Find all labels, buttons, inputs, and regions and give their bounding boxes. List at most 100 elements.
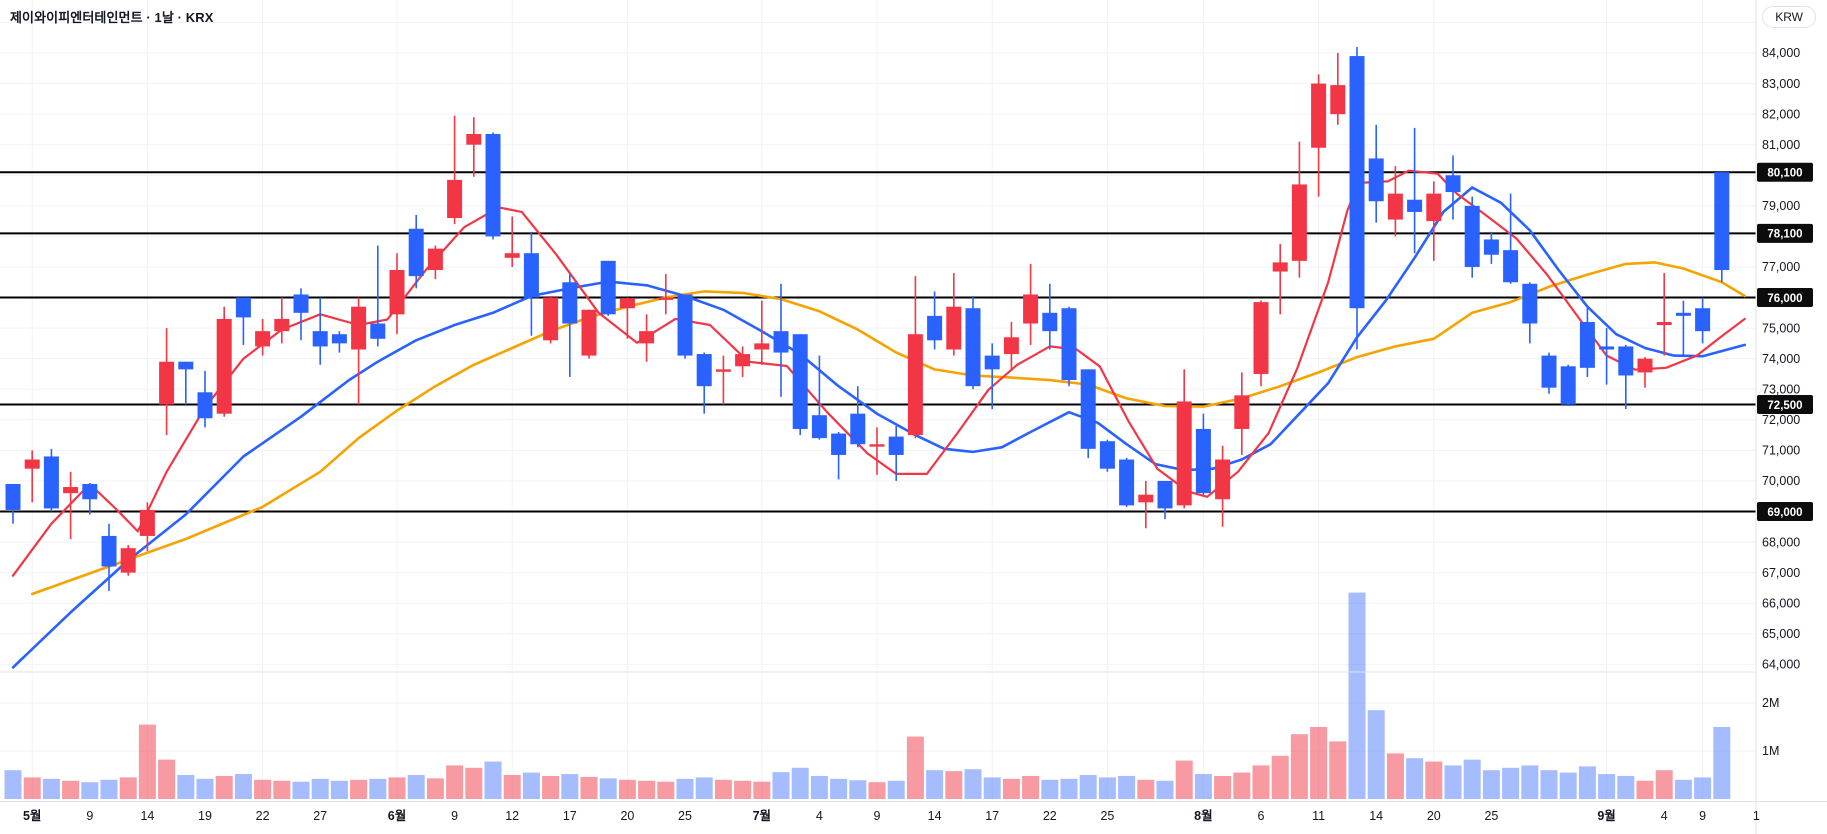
svg-text:77,000: 77,000 — [1762, 260, 1800, 274]
svg-text:68,000: 68,000 — [1762, 535, 1800, 549]
svg-text:6월: 6월 — [388, 808, 406, 823]
candle — [1119, 459, 1135, 506]
svg-text:65,000: 65,000 — [1762, 627, 1800, 641]
svg-text:73,000: 73,000 — [1762, 382, 1800, 396]
volume-series — [4, 592, 1731, 799]
currency-button[interactable]: KRW — [1762, 6, 1816, 28]
symbol-legend[interactable]: 제이와이피엔터테인먼트 · 1날 · KRX — [10, 7, 214, 26]
candle — [1023, 294, 1039, 324]
svg-text:4: 4 — [1661, 809, 1668, 823]
candle — [1061, 308, 1077, 381]
candle — [1234, 395, 1250, 429]
candle — [562, 282, 578, 324]
svg-text:71,000: 71,000 — [1762, 444, 1800, 458]
svg-text:75,000: 75,000 — [1762, 321, 1800, 335]
candle — [1714, 172, 1730, 271]
candle — [677, 294, 693, 356]
candle — [1387, 193, 1403, 220]
candle — [984, 355, 1000, 370]
svg-text:25: 25 — [678, 809, 692, 823]
svg-text:17: 17 — [985, 809, 999, 823]
candle — [754, 343, 770, 350]
svg-text:20: 20 — [1427, 809, 1441, 823]
candle — [101, 535, 117, 567]
candle — [696, 354, 712, 387]
candle — [1522, 283, 1538, 324]
svg-text:84,000: 84,000 — [1762, 46, 1800, 60]
svg-text:82,000: 82,000 — [1762, 107, 1800, 121]
svg-text:1M: 1M — [1762, 744, 1779, 758]
candle — [600, 260, 616, 315]
candle — [1426, 193, 1442, 222]
candle — [197, 392, 213, 419]
time-axis[interactable]: 5월 9 14 19 22 27 6월 9 12 17 20 25 7월 4 9 14 17 22 25 8월 6 11 1… — [23, 808, 1760, 823]
candle — [504, 253, 520, 258]
svg-text:22: 22 — [256, 809, 270, 823]
ma-fast-line — [11, 169, 1746, 577]
candle — [811, 415, 827, 439]
candlestick-series — [5, 46, 1730, 591]
ma-mid-line — [11, 186, 1747, 669]
svg-text:1: 1 — [1753, 809, 1760, 823]
svg-text:2M: 2M — [1762, 696, 1779, 710]
candle — [178, 361, 194, 370]
svg-text:12: 12 — [505, 809, 519, 823]
candle — [1195, 428, 1211, 494]
svg-text:11: 11 — [1312, 809, 1325, 823]
svg-text:20: 20 — [620, 809, 634, 823]
svg-text:72,000: 72,000 — [1762, 413, 1800, 427]
candle — [1080, 369, 1096, 449]
candle — [5, 483, 21, 510]
svg-text:67,000: 67,000 — [1762, 566, 1800, 580]
candle — [82, 483, 98, 500]
candle — [639, 331, 655, 344]
candle — [331, 334, 347, 344]
candle — [773, 331, 789, 353]
svg-text:69,000: 69,000 — [1767, 507, 1802, 519]
candle — [1637, 358, 1653, 373]
price-level-labels: 80,100 78,100 76,000 72,500 69,000 — [1757, 162, 1813, 521]
svg-text:22: 22 — [1043, 809, 1057, 823]
candle — [850, 413, 866, 445]
candle — [792, 334, 808, 429]
candle — [1042, 312, 1058, 332]
svg-text:14: 14 — [928, 809, 942, 823]
svg-text:81,000: 81,000 — [1762, 138, 1800, 152]
ma-slow-line — [30, 261, 1747, 596]
candle — [581, 309, 597, 356]
candle — [1618, 346, 1634, 376]
candle — [312, 331, 328, 347]
candle — [466, 133, 482, 145]
svg-text:78,100: 78,100 — [1767, 229, 1802, 241]
candle — [1503, 250, 1519, 283]
candle — [1675, 312, 1691, 316]
candle — [1368, 158, 1384, 202]
grid — [0, 0, 1756, 800]
svg-text:83,000: 83,000 — [1762, 77, 1800, 91]
svg-text:76,000: 76,000 — [1767, 293, 1802, 305]
candle — [1579, 321, 1595, 368]
svg-text:6: 6 — [1258, 809, 1265, 823]
candle — [159, 361, 175, 405]
candle — [1349, 56, 1365, 309]
candle — [543, 297, 559, 341]
svg-text:79,000: 79,000 — [1762, 199, 1800, 213]
candle — [235, 297, 251, 318]
candle — [255, 331, 271, 347]
candle — [293, 294, 309, 313]
candle — [1099, 441, 1115, 469]
candle — [370, 323, 386, 339]
svg-text:14: 14 — [140, 809, 154, 823]
candle — [1138, 494, 1154, 503]
candle — [1003, 337, 1019, 355]
price-level-lines[interactable] — [0, 171, 1756, 513]
svg-text:7월: 7월 — [753, 808, 771, 823]
svg-text:9: 9 — [1699, 809, 1706, 823]
svg-text:9월: 9월 — [1597, 808, 1615, 823]
candle — [619, 298, 635, 309]
symbol-title: 제이와이피엔터테인먼트 · 1날 · KRX — [10, 10, 214, 25]
candle — [523, 253, 539, 298]
svg-text:4: 4 — [816, 809, 823, 823]
